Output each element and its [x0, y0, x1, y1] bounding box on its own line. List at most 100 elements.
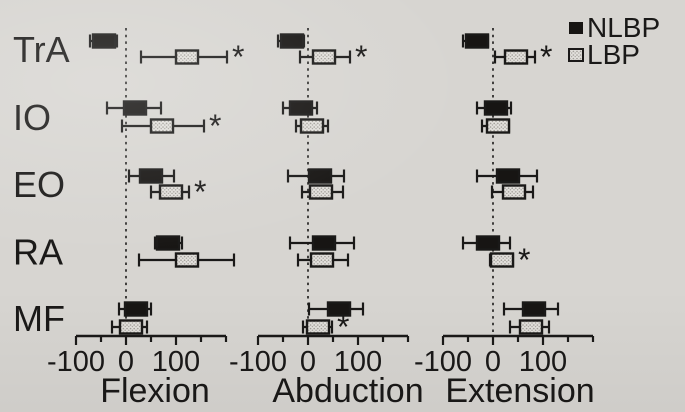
legend-swatch-nlbp [569, 22, 583, 34]
lbp-box-marker [518, 319, 544, 335]
series-nlbp [276, 33, 365, 317]
errorbar-eo-nlbp [286, 168, 346, 184]
nlbp-box-marker [521, 301, 547, 317]
errorbar-io-nlbp [281, 100, 319, 116]
lbp-box-marker [308, 184, 334, 200]
nlbp-box-marker [91, 33, 117, 49]
nlbp-box-marker [326, 301, 352, 317]
errorbar-tra-nlbp [88, 33, 119, 49]
lbp-box-marker [118, 319, 144, 335]
errorbar-io-lbp: * [120, 108, 221, 144]
errorbar-tra-lbp: * [298, 39, 367, 75]
x-tick-label: 0 [300, 346, 316, 378]
significance-asterisk: * [337, 309, 349, 345]
nlbp-box-marker [122, 100, 148, 116]
nlbp-box-marker [138, 168, 164, 184]
nlbp-box-marker [311, 235, 337, 251]
errorbar-eo-lbp [300, 184, 345, 200]
errorbar-mf-lbp [508, 319, 551, 335]
errorbar-tra-nlbp [461, 33, 490, 49]
x-tick-label: 100 [334, 346, 382, 378]
errorbar-tra-lbp: * [493, 39, 552, 75]
errorbar-eo-nlbp [475, 168, 539, 184]
muscle-label: MF [13, 298, 65, 339]
lbp-box-marker [174, 252, 200, 268]
errorbar-mf-nlbp [117, 301, 153, 317]
x-axis-caption: Abduction [272, 372, 423, 410]
nlbp-box-marker [483, 100, 509, 116]
nlbp-box-marker [279, 33, 305, 49]
legend-label: NLBP [587, 12, 660, 43]
errorbar-eo-lbp [490, 184, 535, 200]
x-axis: -100 0 100 [47, 334, 228, 378]
lbp-box-marker [503, 49, 529, 65]
errorbar-io-nlbp [475, 100, 513, 116]
errorbar-mf-lbp [110, 319, 149, 335]
series-lbp: ** [294, 39, 367, 345]
errorbar-mf-lbp: * [301, 309, 349, 345]
lbp-box-marker [485, 118, 511, 134]
x-axis-caption: Flexion [100, 372, 210, 410]
errorbar-ra-lbp [296, 252, 350, 268]
x-axis-caption: Extension [445, 372, 594, 410]
x-tick-label: 0 [118, 346, 134, 378]
lbp-box-marker [311, 49, 337, 65]
x-tick-label: 0 [485, 346, 501, 378]
x-tick-label: -100 [229, 346, 287, 378]
significance-asterisk: * [194, 174, 206, 210]
series-nlbp [88, 33, 184, 317]
nlbp-box-marker [155, 235, 181, 251]
x-axis: -100 0 100 [414, 334, 595, 378]
errorbar-io-lbp [480, 118, 511, 134]
x-tick-label: -100 [47, 346, 105, 378]
errorbar-io-lbp [294, 118, 330, 134]
significance-asterisk: * [209, 108, 221, 144]
significance-asterisk: * [540, 39, 552, 75]
lbp-box-marker [299, 118, 325, 134]
lbp-box-marker [305, 319, 331, 335]
lbp-box-marker [309, 252, 335, 268]
x-tick-label: 100 [152, 346, 200, 378]
muscle-label: IO [13, 97, 51, 138]
nlbp-box-marker [307, 168, 333, 184]
lbp-box-marker [149, 118, 175, 134]
significance-asterisk: * [232, 39, 244, 75]
errorbar-eo-lbp: * [149, 174, 206, 210]
errorbar-eo-nlbp [127, 168, 176, 184]
x-tick-label: -100 [414, 346, 472, 378]
muscle-label: RA [13, 232, 63, 273]
series-nlbp [461, 33, 560, 317]
nlbp-box-marker [288, 100, 314, 116]
errorbar-ra-nlbp [461, 235, 512, 251]
muscle-label: EO [13, 164, 65, 205]
lbp-box-marker [501, 184, 527, 200]
errorbar-mf-nlbp [307, 301, 365, 317]
errorbar-tra-nlbp [276, 33, 306, 49]
x-tick-label: 100 [519, 346, 567, 378]
lbp-box-marker [174, 49, 200, 65]
series-lbp: ** [480, 39, 552, 335]
errorbar-ra-lbp [137, 252, 236, 268]
errorbar-ra-nlbp [153, 235, 184, 251]
significance-asterisk: * [355, 39, 367, 75]
lbp-box-marker [489, 252, 515, 268]
significance-asterisk: * [518, 242, 530, 278]
legend-swatch-lbp [568, 48, 584, 62]
x-axis: -100 0 100 [229, 334, 410, 378]
errorbar-tra-lbp: * [139, 39, 244, 75]
errorbar-ra-nlbp [288, 235, 356, 251]
nlbp-box-marker [123, 301, 149, 317]
muscle-label: TrA [13, 29, 70, 70]
lbp-box-marker [158, 184, 184, 200]
series-lbp: *** [110, 39, 244, 335]
errorbar-ra-lbp: * [488, 242, 530, 278]
nlbp-box-marker [495, 168, 521, 184]
nlbp-box-marker [464, 33, 490, 49]
